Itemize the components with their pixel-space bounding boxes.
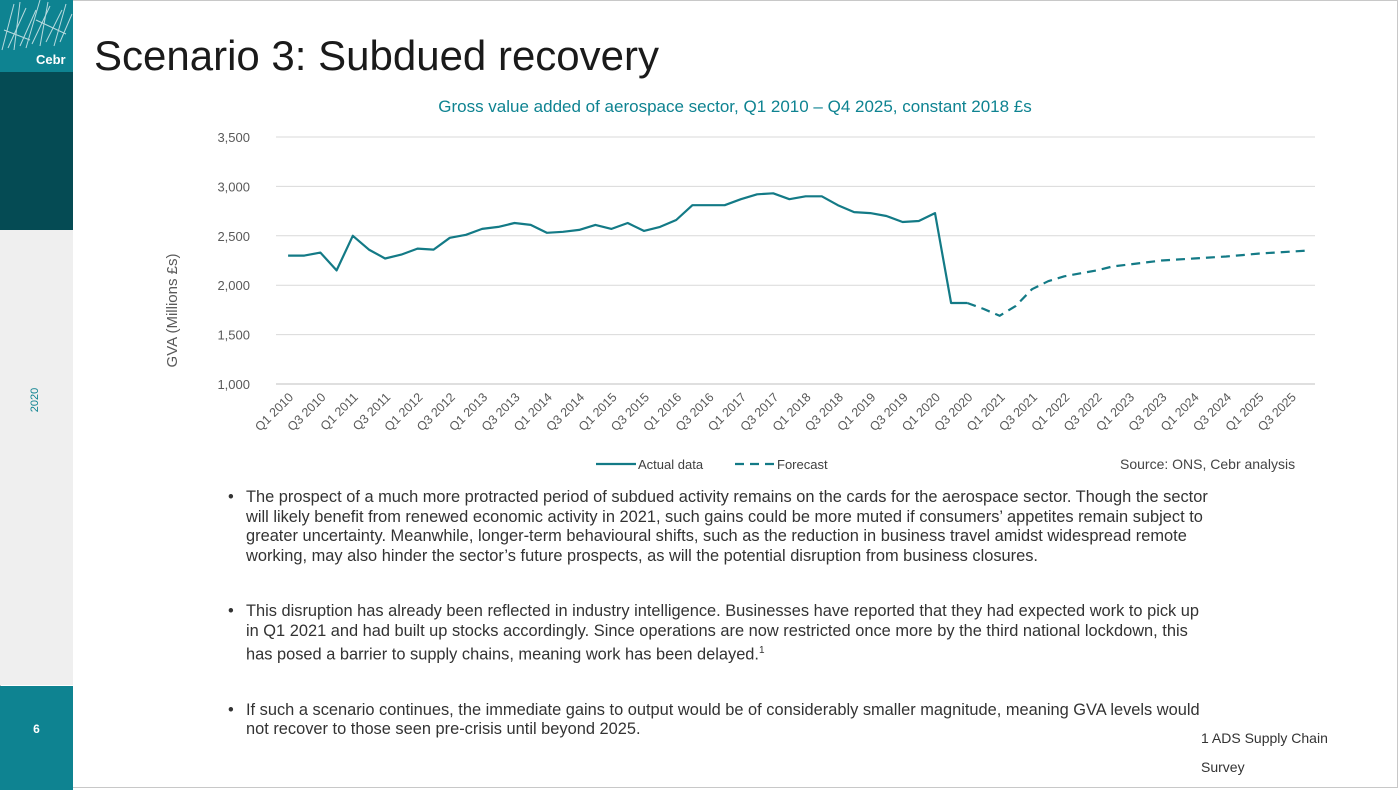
bullet-text: This disruption has already been reflect… (246, 602, 1200, 664)
bullet-text: The prospect of a much more protracted p… (246, 488, 1208, 565)
year-label: 2020 (29, 387, 41, 413)
bullet-text: If such a scenario continues, the immedi… (246, 700, 1200, 739)
bullet-item: • This disruption has already been refle… (228, 602, 1208, 665)
bullet-list: • The prospect of a much more protracted… (228, 488, 1208, 776)
logo-pattern-icon (1, 0, 73, 51)
sidebar-dark-block (0, 72, 73, 230)
bullet-item: • If such a scenario continues, the imme… (228, 701, 1208, 740)
legend-label: Forecast (777, 457, 828, 472)
y-tick-label: 1,500 (217, 328, 250, 343)
chart-title: Gross value added of aerospace sector, Q… (438, 97, 1032, 116)
series-line-actual-data (288, 192, 968, 305)
y-tick-label: 2,000 (217, 278, 250, 293)
y-tick-label: 3,500 (217, 130, 250, 145)
bullet-dot-icon: • (228, 488, 234, 506)
y-axis-label: GVA (Millions £s) (164, 254, 181, 368)
y-tick-label: 2,500 (217, 229, 250, 244)
legend-label: Actual data (638, 457, 704, 472)
bullet-item: • The prospect of a much more protracted… (228, 488, 1208, 566)
logo-text: Cebr (36, 52, 66, 67)
y-tick-label: 1,000 (217, 377, 250, 392)
page-number: 6 (33, 722, 40, 736)
footnote: 1 ADS Supply Chain Survey (1201, 730, 1328, 775)
series-line-forecast (966, 249, 1307, 317)
chart-source: Source: ONS, Cebr analysis (1120, 456, 1296, 472)
sidebar: Cebr 2020 6 (0, 0, 73, 790)
page-number-block (0, 686, 73, 790)
y-tick-label: 3,000 (217, 179, 250, 194)
footnote-marker: 1 (758, 645, 765, 656)
bullet-dot-icon: • (228, 700, 234, 719)
sidebar-shape (0, 455, 73, 515)
logo: Cebr (0, 0, 73, 72)
bullet-dot-icon: • (228, 602, 234, 620)
line-chart: 1,000 1,500 2,000 2,500 3,000 3,500 GVA (Milli… (164, 130, 1315, 472)
slide-title: Scenario 3: Subdued recovery (94, 32, 660, 79)
